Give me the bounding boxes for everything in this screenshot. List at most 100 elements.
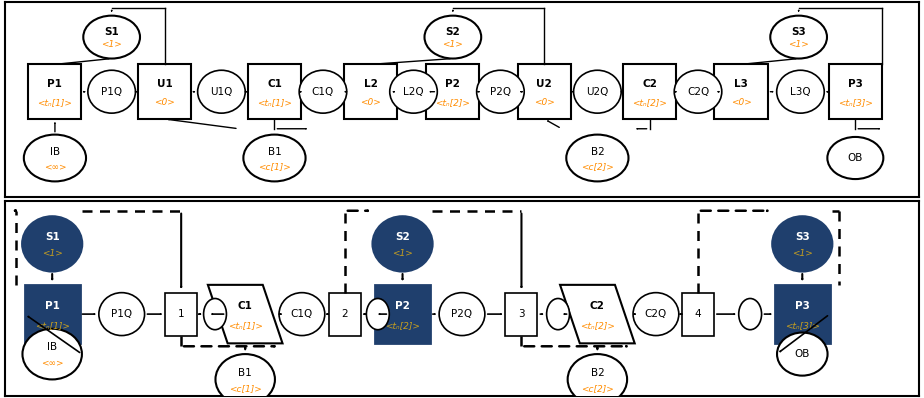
- Ellipse shape: [547, 298, 569, 330]
- Bar: [329, 293, 361, 336]
- Text: B2: B2: [590, 368, 604, 378]
- Text: L2Q: L2Q: [403, 87, 424, 97]
- Text: 1: 1: [177, 309, 185, 319]
- Bar: [248, 64, 301, 119]
- Text: <1>: <1>: [42, 249, 63, 258]
- Bar: [623, 64, 676, 119]
- Text: P2Q: P2Q: [452, 309, 472, 319]
- Ellipse shape: [566, 135, 628, 181]
- Bar: [775, 285, 830, 343]
- Bar: [165, 293, 197, 336]
- Bar: [714, 64, 768, 119]
- Text: S3: S3: [791, 27, 806, 37]
- Ellipse shape: [777, 333, 828, 376]
- Bar: [505, 293, 538, 336]
- Bar: [682, 293, 714, 336]
- Ellipse shape: [99, 293, 144, 336]
- Ellipse shape: [367, 298, 389, 330]
- Text: <c[1]>: <c[1]>: [258, 162, 291, 171]
- Text: C2Q: C2Q: [645, 309, 667, 319]
- Text: <tₙ[3]>: <tₙ[3]>: [784, 321, 820, 330]
- Text: 3: 3: [518, 309, 525, 319]
- Text: <0>: <0>: [731, 98, 751, 107]
- Ellipse shape: [567, 354, 627, 398]
- Ellipse shape: [772, 217, 832, 271]
- Text: <0>: <0>: [360, 98, 381, 107]
- Text: <tₙ[2]>: <tₙ[2]>: [385, 321, 420, 330]
- Ellipse shape: [22, 329, 82, 379]
- Text: P1: P1: [44, 301, 60, 311]
- Polygon shape: [208, 285, 283, 343]
- Ellipse shape: [215, 354, 275, 398]
- Text: <tₙ[1]>: <tₙ[1]>: [35, 321, 69, 330]
- Text: S3: S3: [795, 232, 809, 242]
- Ellipse shape: [243, 135, 306, 181]
- Ellipse shape: [477, 70, 524, 113]
- Ellipse shape: [279, 293, 325, 336]
- Text: <1>: <1>: [792, 249, 813, 258]
- Text: P2: P2: [395, 301, 410, 311]
- Bar: [375, 285, 430, 343]
- Text: C1Q: C1Q: [291, 309, 313, 319]
- Text: P3: P3: [848, 79, 863, 89]
- Text: C2: C2: [642, 79, 657, 89]
- Text: C2: C2: [590, 301, 605, 311]
- Text: U2Q: U2Q: [586, 87, 609, 97]
- Text: P2Q: P2Q: [490, 87, 511, 97]
- Ellipse shape: [299, 70, 346, 113]
- Text: B1: B1: [268, 147, 281, 157]
- Text: <tₙ[1]>: <tₙ[1]>: [227, 321, 262, 330]
- Text: L3Q: L3Q: [790, 87, 810, 97]
- Text: C1Q: C1Q: [311, 87, 334, 97]
- Text: U1Q: U1Q: [211, 87, 233, 97]
- Text: <1>: <1>: [392, 249, 413, 258]
- Ellipse shape: [633, 293, 679, 336]
- Ellipse shape: [771, 16, 827, 59]
- Ellipse shape: [22, 217, 82, 271]
- Text: <c[2]>: <c[2]>: [581, 162, 614, 171]
- Text: IB: IB: [47, 343, 57, 353]
- Bar: [25, 285, 79, 343]
- Text: S1: S1: [44, 232, 59, 242]
- Text: U1: U1: [157, 79, 173, 89]
- Text: <tₙ[2]>: <tₙ[2]>: [435, 98, 470, 107]
- Text: <c[2]>: <c[2]>: [581, 384, 614, 393]
- Ellipse shape: [827, 137, 883, 179]
- Text: B2: B2: [590, 147, 604, 157]
- Text: IB: IB: [50, 147, 60, 157]
- Ellipse shape: [203, 298, 226, 330]
- Text: C1: C1: [237, 301, 252, 311]
- Text: <0>: <0>: [154, 98, 175, 107]
- Text: S2: S2: [445, 27, 460, 37]
- Text: <tₙ[2]>: <tₙ[2]>: [632, 98, 667, 107]
- Text: 4: 4: [695, 309, 701, 319]
- Text: L2: L2: [363, 79, 378, 89]
- Text: <tₙ[1]>: <tₙ[1]>: [38, 98, 72, 107]
- Text: <1>: <1>: [788, 40, 809, 49]
- Bar: [29, 64, 81, 119]
- Text: C1: C1: [267, 79, 282, 89]
- Text: <∞>: <∞>: [43, 162, 67, 171]
- Bar: [829, 64, 881, 119]
- Text: P2: P2: [445, 79, 460, 89]
- Ellipse shape: [675, 70, 722, 113]
- Ellipse shape: [574, 70, 621, 113]
- Text: <c[1]>: <c[1]>: [229, 384, 261, 393]
- Text: S2: S2: [395, 232, 410, 242]
- Text: <0>: <0>: [534, 98, 554, 107]
- Text: <1>: <1>: [102, 40, 122, 49]
- Polygon shape: [560, 285, 635, 343]
- Text: OB: OB: [795, 349, 810, 359]
- Text: <tₙ[2]>: <tₙ[2]>: [580, 321, 614, 330]
- Text: P3: P3: [795, 301, 809, 311]
- Bar: [426, 64, 480, 119]
- Ellipse shape: [777, 70, 824, 113]
- Ellipse shape: [439, 293, 485, 336]
- Text: <1>: <1>: [443, 40, 463, 49]
- Ellipse shape: [198, 70, 245, 113]
- Text: U2: U2: [537, 79, 553, 89]
- Bar: [517, 64, 571, 119]
- Ellipse shape: [390, 70, 437, 113]
- Ellipse shape: [738, 298, 761, 330]
- Ellipse shape: [83, 16, 140, 59]
